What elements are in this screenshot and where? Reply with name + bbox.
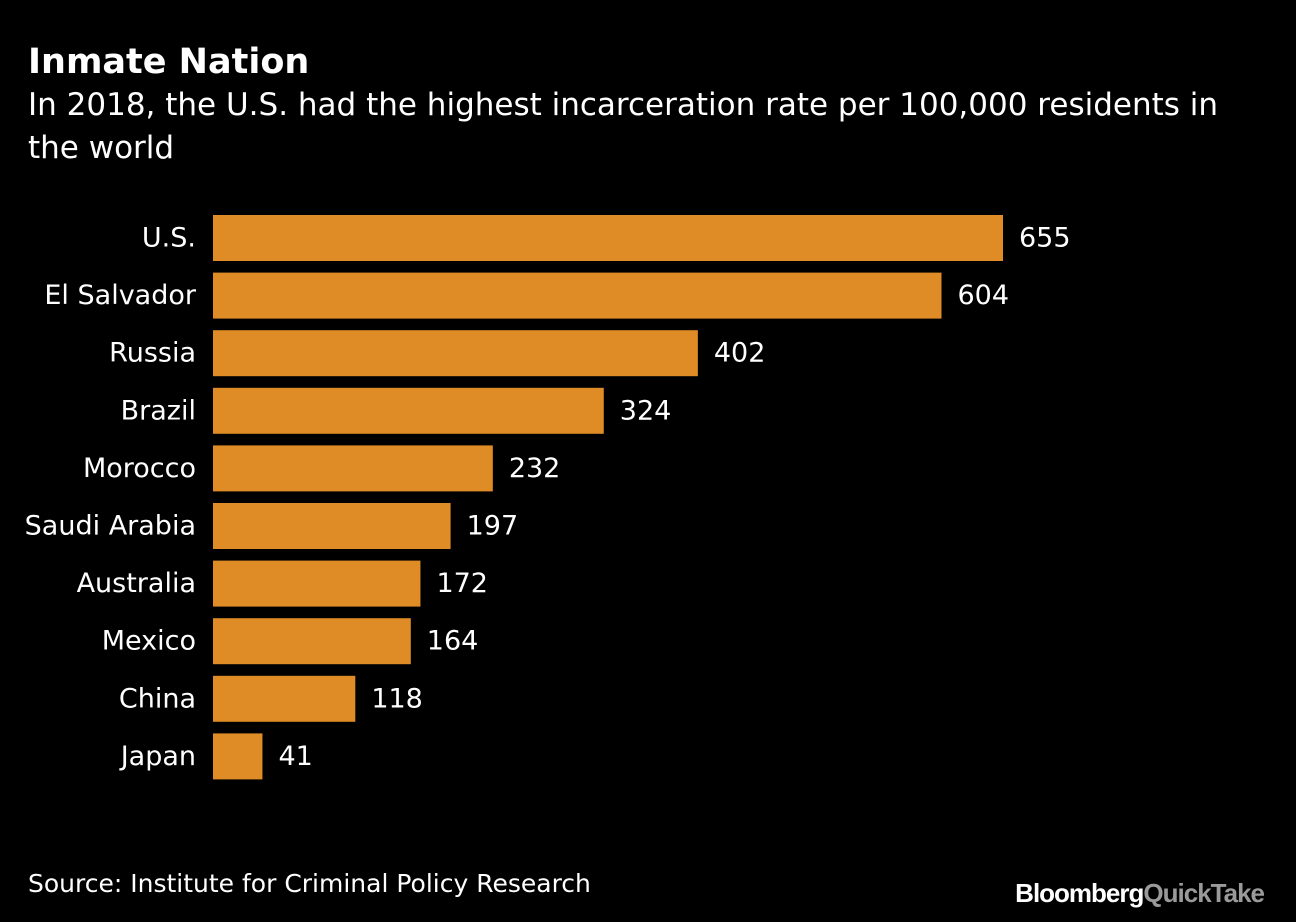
value-label: 232: [509, 453, 561, 484]
category-label: El Salvador: [44, 280, 197, 311]
brand-product: QuickTake: [1143, 878, 1265, 908]
chart-title: Inmate Nation: [28, 42, 310, 82]
value-label: 324: [620, 395, 672, 426]
source-note: Source: Institute for Criminal Policy Re…: [28, 869, 591, 898]
bar-el-salvador: [213, 272, 942, 319]
bar-saudi-arabia: [213, 503, 451, 549]
brand-name: Bloomberg: [1015, 878, 1144, 908]
bar-morocco: [213, 445, 493, 492]
chart-subtitle: In 2018, the U.S. had the highest incarc…: [28, 87, 1219, 166]
value-label: 164: [427, 626, 479, 657]
category-label: Saudi Arabia: [25, 511, 196, 542]
category-label: Morocco: [83, 453, 196, 484]
bar-russia: [213, 330, 698, 377]
value-label: 41: [278, 741, 312, 772]
bar-u-s: [213, 215, 1003, 261]
category-label: U.S.: [142, 223, 196, 254]
bar-japan: [213, 733, 263, 780]
value-label: 655: [1019, 223, 1071, 254]
bar-china: [213, 675, 356, 722]
value-label: 604: [957, 280, 1009, 311]
category-label: China: [119, 683, 196, 714]
category-label: Brazil: [121, 395, 196, 426]
category-label: Mexico: [102, 626, 196, 657]
bar-brazil: [213, 387, 604, 434]
category-label: Japan: [119, 741, 196, 772]
brand-logo: BloombergQuickTake: [1015, 878, 1265, 909]
value-label: 118: [371, 683, 423, 714]
bar-mexico: [213, 618, 411, 665]
category-label: Australia: [77, 568, 196, 599]
category-label: Russia: [109, 338, 196, 369]
value-label: 402: [714, 338, 766, 369]
value-label: 172: [436, 568, 488, 599]
value-label: 197: [467, 511, 519, 542]
bar-australia: [213, 560, 421, 607]
